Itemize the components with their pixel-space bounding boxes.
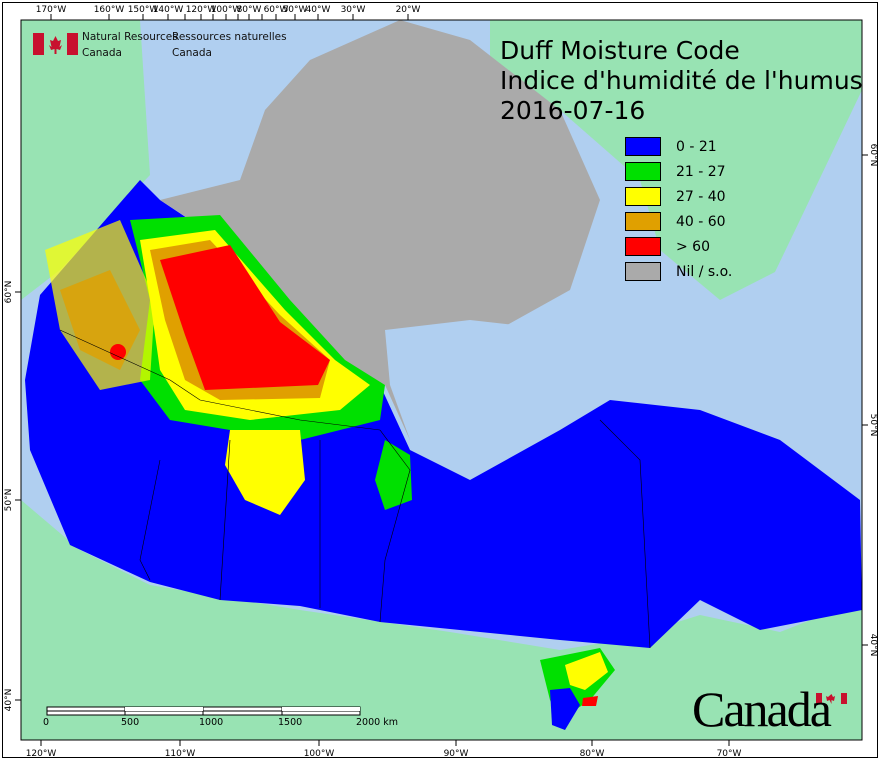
agency-en-line1: Natural Resources xyxy=(82,31,178,43)
top-tick-label: 20°W xyxy=(396,5,421,15)
top-tick-label: 50°W xyxy=(283,5,308,15)
province-borders xyxy=(59,329,651,649)
legend-label: 40 - 60 xyxy=(676,213,726,230)
bottom-tick-label: 120°W xyxy=(26,749,57,759)
scale-label: 0 xyxy=(43,717,50,728)
title-fr: Indice d'humidité de l'humus xyxy=(500,66,863,95)
top-tick-label: 30°W xyxy=(341,5,366,15)
legend-swatch xyxy=(625,212,661,231)
top-tick-label: 100°W xyxy=(211,5,242,15)
agency-en-line2: Canada xyxy=(82,47,122,59)
left-tick-label: 50°N xyxy=(4,489,14,512)
greenland-land xyxy=(490,20,862,300)
scale-bar xyxy=(46,706,361,716)
dmc-south-ontario-blue xyxy=(550,688,580,730)
legend-label: 21 - 27 xyxy=(676,163,726,180)
dmc-gt60-zone xyxy=(160,245,330,390)
legend-swatch xyxy=(625,237,661,256)
agency-name-en: Natural Resources Canada xyxy=(82,29,178,61)
dmc-gt60-ontario xyxy=(582,696,598,706)
agency-name-fr: Ressources naturelles Canada xyxy=(172,29,287,61)
legend-swatch xyxy=(625,162,661,181)
top-tick-label: 40°W xyxy=(306,5,331,15)
left-tick-label: 40°N xyxy=(4,689,14,712)
legend-item: 40 - 60 xyxy=(625,209,732,234)
legend-item: 27 - 40 xyxy=(625,184,732,209)
scale-label: 500 xyxy=(121,717,140,728)
dmc-27-40-patch xyxy=(225,430,305,515)
dmc-south-ontario-yellow xyxy=(565,652,608,690)
agency-fr-line1: Ressources naturelles xyxy=(172,31,287,43)
bottom-tick-label: 80°W xyxy=(580,749,605,759)
dmc-green-hudson xyxy=(375,440,412,510)
right-tick-label: 50°N xyxy=(868,414,878,437)
canada-flag-logo xyxy=(33,33,847,704)
bottom-tick-label: 70°W xyxy=(717,749,742,759)
map-date: 2016-07-16 xyxy=(500,96,646,125)
right-tick-label: 60°N xyxy=(868,144,878,167)
legend-label: 0 - 21 xyxy=(676,138,717,155)
legend-item: 21 - 27 xyxy=(625,159,732,184)
top-tick-label: 150°W xyxy=(128,5,159,15)
legend-item: 0 - 21 xyxy=(625,134,732,159)
map-title: Duff Moisture Code Indice d'humidité de … xyxy=(500,36,863,126)
hudson-bay xyxy=(385,320,600,478)
top-tick-label: 60°W xyxy=(264,5,289,15)
legend-swatch xyxy=(625,137,661,156)
legend: 0 - 21 21 - 27 27 - 40 40 - 60 > 60 Nil / s.o… xyxy=(625,134,732,284)
top-tick-label: 80°W xyxy=(237,5,262,15)
alaska-land xyxy=(21,20,150,300)
right-tick-label: 40°N xyxy=(868,634,878,657)
legend-label: > 60 xyxy=(676,238,710,255)
top-tick-label: 170°W xyxy=(36,5,67,15)
bottom-tick-label: 110°W xyxy=(165,749,196,759)
scale-label: 2000 km xyxy=(356,717,398,728)
arctic-islands xyxy=(160,20,600,440)
legend-swatch xyxy=(625,262,661,281)
usa-land xyxy=(21,500,862,740)
top-tick-label: 160°W xyxy=(94,5,125,15)
left-tick-label: 60°N xyxy=(4,281,14,304)
scale-label: 1500 xyxy=(278,717,303,728)
legend-label: Nil / s.o. xyxy=(676,263,733,280)
legend-label: 27 - 40 xyxy=(676,188,726,205)
top-tick-label: 140°W xyxy=(153,5,184,15)
map-frame xyxy=(20,19,863,741)
bottom-tick-label: 100°W xyxy=(304,749,335,759)
canada-wordmark: Canada xyxy=(692,681,832,737)
bottom-tick-label: 90°W xyxy=(444,749,469,759)
title-en: Duff Moisture Code xyxy=(500,36,740,65)
dmc-gt60-spot xyxy=(110,344,126,360)
scale-label: 1000 xyxy=(199,717,224,728)
legend-item: Nil / s.o. xyxy=(625,259,732,284)
legend-swatch xyxy=(625,187,661,206)
top-tick-label: 120°W xyxy=(186,5,217,15)
agency-fr-line2: Canada xyxy=(172,47,212,59)
legend-item: > 60 xyxy=(625,234,732,259)
